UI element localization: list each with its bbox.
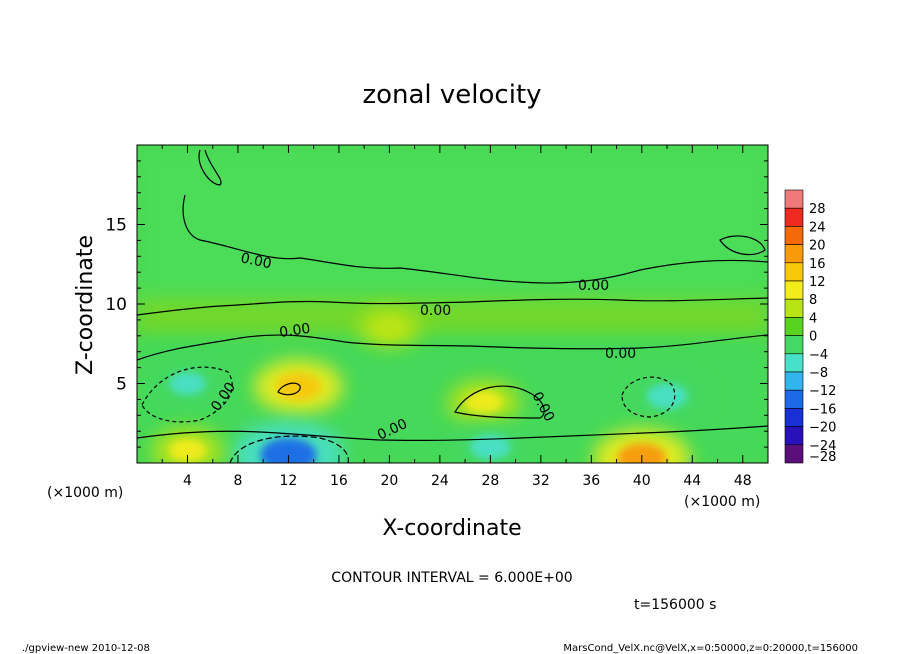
y-axis-label: Z-coordinate — [73, 235, 98, 375]
plot-area: 0.00 0.00 0.00 0.00 0.00 0.00 0.00 0.00 — [137, 145, 768, 463]
colorbar-swatch — [784, 408, 804, 427]
colorbar-swatch — [784, 207, 804, 227]
x-axis-unit-right: (×1000 m) — [684, 494, 760, 510]
colorbar-label: −28 — [809, 450, 836, 465]
colorbar-label: 8 — [809, 293, 817, 308]
colorbar-label: −20 — [809, 421, 836, 436]
x-tick-label: 24 — [431, 473, 449, 489]
footer-right: MarsCond_VelX.nc@VelX,x=0:50000,z=0:2000… — [563, 643, 858, 654]
contour-label: 0.00 — [605, 346, 636, 362]
colorbar-swatch — [784, 262, 804, 282]
x-tick-label: 8 — [233, 473, 242, 489]
colorbar: 28 24 20 16 12 8 4 0 −4 −8 −12 −16 −20 −24−28 — [784, 189, 836, 465]
contour-zero-lower — [137, 334, 768, 361]
colorbar-label: −8 — [809, 366, 828, 381]
band-upper — [137, 145, 768, 305]
colorbar-swatch — [784, 335, 804, 355]
contour-zero-upper — [182, 149, 768, 284]
feature-blob — [150, 427, 225, 463]
y-tick-label: 5 — [116, 375, 127, 395]
contour-interval-text: CONTOUR INTERVAL = 6.000E+00 — [331, 570, 572, 586]
colorbar-swatch — [784, 226, 804, 245]
y-axis: 5 10 15 — [105, 160, 768, 448]
x-tick-label: 32 — [532, 473, 550, 489]
colorbar-swatch — [784, 317, 804, 336]
contour-right-dashed — [621, 376, 676, 418]
feature-blob — [150, 360, 225, 407]
x-tick-label: 20 — [380, 473, 398, 489]
x-tick-label: 44 — [683, 473, 701, 489]
x-tick-label: 16 — [330, 473, 348, 489]
colorbar-label: −24 — [809, 439, 836, 454]
x-tick-label: 4 — [183, 473, 192, 489]
colorbar-label: 4 — [809, 311, 817, 326]
colorbar-swatch — [784, 353, 804, 373]
colorbar-swatch — [784, 189, 804, 209]
colorbar-label: 20 — [809, 239, 826, 254]
contour-right-loop — [719, 235, 766, 256]
x-tick-label: 28 — [481, 473, 499, 489]
colorbar-label: −4 — [809, 348, 828, 363]
time-text: t=156000 s — [634, 597, 716, 613]
x-axis-unit-left: (×1000 m) — [47, 485, 123, 501]
x-tick-label: 12 — [280, 473, 298, 489]
contour-bottom-left — [137, 425, 768, 441]
x-tick-label: 48 — [734, 473, 752, 489]
feature-blob — [449, 421, 532, 463]
colorbar-label: 12 — [809, 275, 826, 290]
contour-label: 0.00 — [578, 278, 609, 294]
chart-title: zonal velocity — [362, 80, 541, 110]
contour-center-hump — [454, 385, 545, 419]
feature-blob — [253, 359, 344, 415]
colorbar-swatch — [784, 371, 804, 391]
contour-zero-mid — [137, 297, 768, 316]
x-axis-label: X-coordinate — [382, 516, 521, 541]
colorbar-swatch — [784, 298, 804, 318]
colorbar-label: 24 — [809, 220, 826, 235]
contour-positive-core — [277, 382, 301, 396]
band-mid — [137, 298, 768, 338]
colorbar-label: 16 — [809, 257, 826, 272]
x-axis: 4 8 12 16 20 24 28 32 36 40 44 48 — [161, 145, 752, 489]
feature-layer — [150, 308, 708, 463]
colorbar-label: 28 — [809, 202, 826, 217]
contour-label: 0.00 — [278, 321, 311, 341]
feature-blob — [358, 308, 421, 348]
colorbar-swatch — [784, 444, 804, 464]
colorbar-swatch — [784, 244, 804, 264]
footer-left: ./gpview-new 2010-12-08 — [22, 643, 150, 654]
colorbar-label: −12 — [809, 384, 836, 399]
contour-label: 0.00 — [239, 250, 273, 272]
x-tick-label: 40 — [633, 473, 651, 489]
colorbar-label: 0 — [809, 330, 817, 345]
colorbar-swatch — [784, 426, 804, 446]
contour-lines — [137, 149, 768, 463]
colorbar-swatch — [784, 389, 804, 409]
y-tick-label: 15 — [105, 216, 127, 236]
y-tick-label: 10 — [105, 295, 127, 315]
colorbar-swatch — [784, 280, 804, 300]
x-tick-label: 36 — [582, 473, 600, 489]
feature-blob — [593, 428, 691, 463]
feature-blob — [626, 371, 708, 422]
contour-left-loop — [141, 366, 233, 423]
colorbar-label: −16 — [809, 402, 836, 417]
contour-label: 0.00 — [420, 303, 451, 319]
contour-bottom-dashed — [229, 435, 349, 463]
